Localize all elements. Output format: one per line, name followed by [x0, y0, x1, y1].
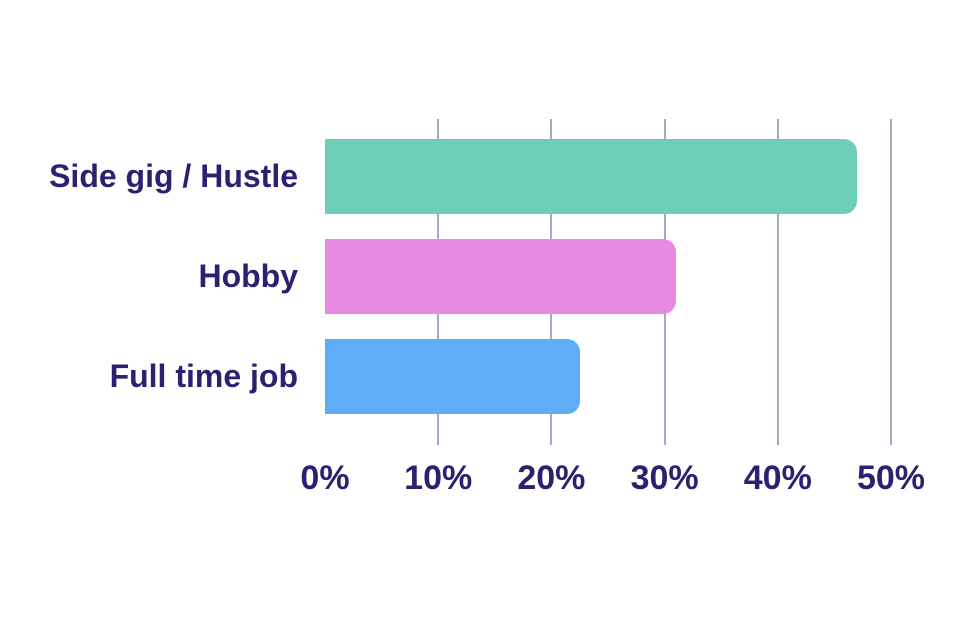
x-axis-tick-label: 20% [517, 459, 586, 497]
x-axis-tick-label: 40% [743, 459, 812, 497]
category-label-full-time-job: Full time job [109, 358, 298, 394]
bar-hobby [325, 239, 676, 314]
x-axis-tick-label: 30% [630, 459, 699, 497]
x-axis-tick-label: 0% [300, 459, 350, 497]
category-label-hobby: Hobby [198, 258, 298, 294]
gridline-40 [776, 119, 779, 445]
bar-full-time-job [325, 339, 580, 414]
x-axis-tick-label: 10% [404, 459, 473, 497]
bar-side-gig-hustle [325, 139, 858, 214]
gridline-50 [890, 119, 892, 445]
category-label-side-gig-hustle: Side gig / Hustle [49, 158, 298, 194]
x-axis-tick-label: 50% [856, 459, 926, 497]
